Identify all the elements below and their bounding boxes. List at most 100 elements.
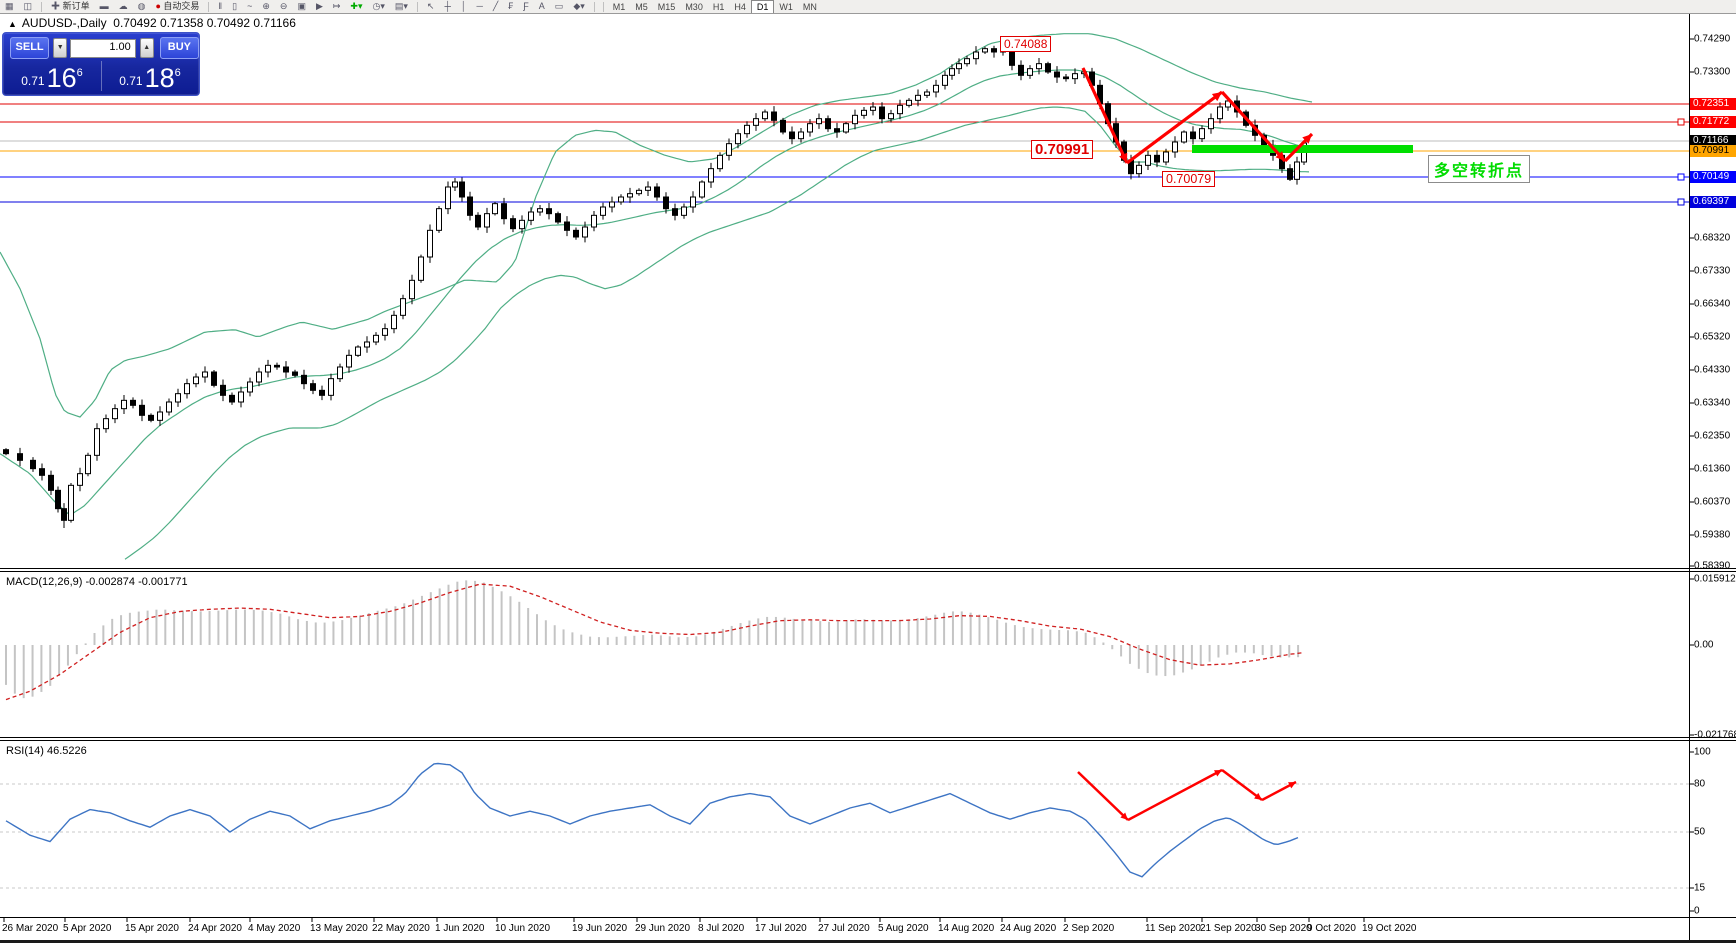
line-handle[interactable] <box>1677 118 1685 126</box>
pane-separator[interactable] <box>0 737 1736 738</box>
price-line-label[interactable]: 0.71166 <box>1690 135 1736 147</box>
candle-bearish <box>130 399 136 406</box>
overlay-layer <box>3 38 1694 922</box>
bid-price[interactable]: 0.71 16 6 <box>3 60 101 94</box>
fibonacci-expansion-icon-icon[interactable]: Ƒ <box>523 1 529 11</box>
annotation-high-price[interactable]: 0.74088 <box>1000 36 1052 52</box>
date-axis-label: 27 Jul 2020 <box>818 923 870 934</box>
new-order-button[interactable]: ✚ 新订单 <box>51 1 90 11</box>
shapes-button[interactable]: ◆▾ <box>573 1 585 11</box>
candle-bearish <box>780 119 786 133</box>
annotation-turning-point-text[interactable]: 多空转折点 <box>1428 155 1531 183</box>
ask-price[interactable]: 0.71 18 6 <box>101 60 199 94</box>
trendline-icon-icon[interactable]: ╱ <box>492 1 499 11</box>
price-line-label[interactable]: 0.71772 <box>1690 116 1736 128</box>
candle-bullish <box>933 84 939 93</box>
price-axis[interactable] <box>1689 14 1690 940</box>
timeframe-button-D1[interactable]: D1 <box>750 0 775 13</box>
trend-arrow[interactable] <box>1126 90 1223 165</box>
trend-arrow[interactable] <box>1077 771 1129 821</box>
fibonacci-icon-icon[interactable]: ₣ <box>508 1 514 11</box>
date-axis-label: 24 Apr 2020 <box>188 923 242 934</box>
trend-arrow[interactable] <box>1081 67 1129 164</box>
date-axis-label: 15 Apr 2020 <box>125 923 179 934</box>
cursor-icon-icon[interactable]: ↖ <box>426 1 435 11</box>
timeframe-button-M30[interactable]: M30 <box>685 2 703 12</box>
pane-separator[interactable] <box>0 568 1736 569</box>
text-icon-icon[interactable]: A <box>538 1 545 11</box>
bar-chart-icon-icon[interactable]: ‖ <box>218 1 223 11</box>
trend-arrow[interactable] <box>1220 90 1287 163</box>
rsi-indicator-label: RSI(14) 46.5226 <box>6 745 87 757</box>
candle-bullish <box>112 408 118 420</box>
line-handle[interactable] <box>1677 198 1685 206</box>
zoom-in-icon-icon[interactable]: ⊕ <box>262 1 270 11</box>
date-axis-label: 30 Sep 2020 <box>1255 923 1312 934</box>
candle-bullish <box>528 211 534 221</box>
vertical-line-icon-icon[interactable]: │ <box>460 1 467 11</box>
candle-bullish <box>238 391 244 403</box>
timeframe-button-M1[interactable]: M1 <box>612 2 626 12</box>
indicators-button[interactable]: ✚▾ <box>350 1 363 11</box>
signals-icon-icon[interactable]: ◍ <box>137 1 146 11</box>
deposit-icon-icon[interactable]: ▬ <box>99 1 109 11</box>
price-line-label[interactable]: 0.69397 <box>1690 196 1736 208</box>
candle-bullish <box>256 371 262 383</box>
candle-bearish <box>39 468 45 476</box>
trend-arrow[interactable] <box>1221 769 1263 801</box>
candle-bearish <box>991 48 997 53</box>
rsi-pane[interactable] <box>0 762 1689 889</box>
text-label-icon-icon[interactable]: ▭ <box>554 1 564 11</box>
volume-decrease-button[interactable]: ▼ <box>53 38 68 58</box>
tile-windows-icon-icon[interactable]: ▣ <box>297 1 306 11</box>
auto-scroll-icon-icon[interactable]: ▶ <box>315 1 323 11</box>
price-line-label[interactable]: 0.70991 <box>1690 145 1736 157</box>
one-click-trading-panel: SELL ▼ 1.00 ▲ BUY 0.71 16 6 0.71 18 6 <box>2 32 200 96</box>
date-axis-label: 4 May 2020 <box>248 923 301 934</box>
symbol-collapse-icon[interactable]: ▲ <box>8 19 17 29</box>
cloud-icon-icon[interactable]: ☁ <box>118 1 128 11</box>
annotation-low-price[interactable]: 0.70079 <box>1162 171 1216 187</box>
timeframe-button-M5[interactable]: M5 <box>635 2 648 12</box>
green-highlight-bar[interactable] <box>1192 145 1413 153</box>
sell-button[interactable]: SELL <box>10 37 50 59</box>
candle-bullish <box>1145 154 1151 166</box>
main-pane[interactable] <box>0 33 1689 560</box>
volume-input[interactable]: 1.00 <box>70 38 136 58</box>
line-chart-icon-icon[interactable]: ~ <box>247 1 253 11</box>
macd-pane[interactable] <box>5 580 1303 701</box>
candle-bearish <box>672 208 678 216</box>
periods-button[interactable]: ◷▾ <box>372 1 385 11</box>
pane-separator[interactable] <box>0 740 1736 741</box>
macd-axis-label: 0.015912 <box>1694 573 1736 585</box>
annotation-support-price[interactable]: 0.70991 <box>1031 140 1094 159</box>
candle-bullish <box>609 201 615 208</box>
templates-button[interactable]: ▤▾ <box>394 1 408 11</box>
crosshair-icon-icon[interactable]: ┼ <box>444 1 451 11</box>
candle-bearish <box>834 128 840 133</box>
pane-separator[interactable] <box>0 571 1736 572</box>
horizontal-line-icon-icon[interactable]: ─ <box>476 1 483 11</box>
price-line-label[interactable]: 0.70149 <box>1690 171 1736 183</box>
candle-bearish <box>283 366 289 373</box>
candlestick-chart-icon-icon[interactable]: ▯ <box>232 1 238 11</box>
timeframe-button-W1[interactable]: W1 <box>779 2 793 12</box>
candle-bearish <box>139 404 145 416</box>
zoom-out-icon-icon[interactable]: ⊖ <box>279 1 288 11</box>
line-handle[interactable] <box>1677 173 1685 181</box>
timeframe-button-M15[interactable]: M15 <box>657 2 676 12</box>
charts-grid-icon-icon[interactable]: ▦ <box>5 1 14 11</box>
volume-increase-button[interactable]: ▲ <box>139 38 154 58</box>
trend-arrow[interactable] <box>1127 768 1223 822</box>
buy-button[interactable]: BUY <box>159 37 199 59</box>
chart-shift-icon-icon[interactable]: ↦ <box>332 1 341 11</box>
timeframe-button-H4[interactable]: H4 <box>734 2 746 12</box>
data-window-icon-icon[interactable]: ◫ <box>23 1 33 11</box>
auto-trading-button[interactable]: ● 自动交易 <box>155 1 200 11</box>
price-line-label[interactable]: 0.72351 <box>1690 98 1736 110</box>
timeframe-button-H1[interactable]: H1 <box>712 2 725 12</box>
timeframe-button-MN[interactable]: MN <box>802 2 817 12</box>
candle-bullish <box>382 328 388 336</box>
candle-bullish <box>681 206 687 216</box>
